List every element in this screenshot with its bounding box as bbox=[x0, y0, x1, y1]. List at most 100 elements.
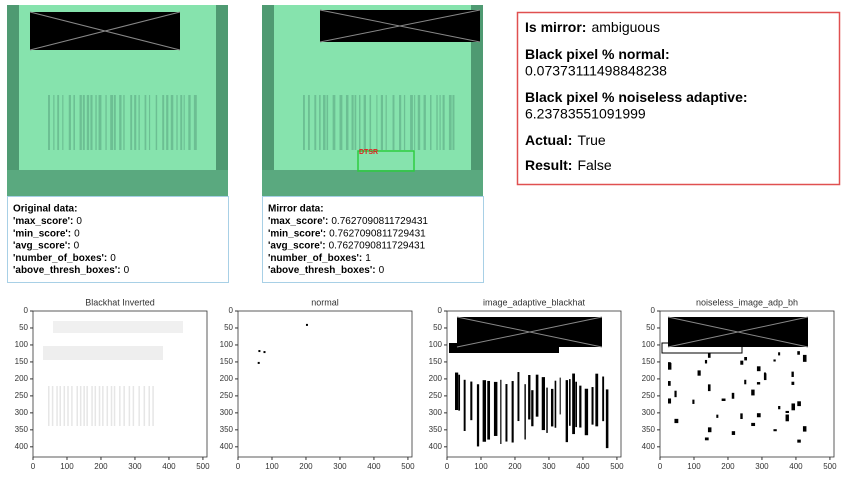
ink bbox=[550, 388, 554, 427]
plot-frame bbox=[237, 310, 413, 458]
x-tick-label: 500 bbox=[196, 462, 210, 471]
detection-box bbox=[357, 150, 415, 172]
ink bbox=[605, 389, 609, 449]
x-tick-label: 200 bbox=[299, 462, 313, 471]
image-edge bbox=[7, 5, 19, 196]
data-row: 'avg_score': 0 bbox=[13, 240, 80, 251]
panel-heading: Mirror data: bbox=[268, 204, 324, 215]
dot bbox=[257, 361, 260, 364]
faint-text bbox=[53, 321, 183, 333]
barcode-line bbox=[385, 95, 387, 150]
barcode-line bbox=[307, 95, 310, 150]
detection-label: DTSR bbox=[359, 149, 378, 156]
y-tick-label: 100 bbox=[429, 340, 443, 349]
plot-title: image_adaptive_blackhat bbox=[483, 297, 586, 307]
ink bbox=[802, 426, 807, 432]
summary-value: True bbox=[577, 132, 605, 148]
dot bbox=[258, 350, 261, 353]
ink bbox=[778, 352, 781, 356]
barcode-line bbox=[363, 95, 366, 150]
faint-bar bbox=[152, 386, 154, 426]
row-key: 'min_score': bbox=[268, 228, 326, 239]
barcode-line bbox=[68, 95, 71, 150]
faint-bar bbox=[123, 386, 125, 426]
x-tick-label: 0 bbox=[31, 462, 36, 471]
ink bbox=[528, 375, 531, 420]
row-key: 'number_of_boxes': bbox=[13, 253, 107, 264]
image-edge bbox=[471, 5, 483, 196]
plot-image bbox=[257, 323, 308, 364]
row-key: 'avg_score': bbox=[268, 240, 326, 251]
x-tick-label: 100 bbox=[265, 462, 279, 471]
y-tick-label: 350 bbox=[429, 425, 443, 434]
image-edge bbox=[7, 170, 228, 196]
ink bbox=[458, 374, 461, 411]
faint-bar bbox=[132, 386, 135, 426]
faint-text bbox=[43, 346, 163, 360]
ink bbox=[704, 359, 708, 364]
faint-bar bbox=[128, 386, 131, 426]
ink bbox=[575, 381, 577, 428]
summary-key: Black pixel % noiseless adaptive: bbox=[525, 89, 748, 105]
ink bbox=[463, 379, 466, 431]
ink bbox=[569, 379, 571, 426]
barcode-line bbox=[332, 95, 336, 150]
ink bbox=[802, 354, 807, 362]
barcode-line bbox=[123, 95, 125, 150]
y-tick-label: 0 bbox=[229, 306, 234, 315]
faint-bar bbox=[71, 386, 73, 426]
ink bbox=[505, 384, 508, 442]
data-row: 'min_score': 0.7627090811729431 bbox=[268, 228, 426, 239]
x-tick-label: 300 bbox=[755, 462, 769, 471]
ink bbox=[546, 387, 548, 433]
y-tick-label: 350 bbox=[220, 425, 234, 434]
faint-bar bbox=[56, 386, 58, 426]
ink bbox=[470, 381, 473, 421]
plot-frame bbox=[659, 310, 835, 458]
barcode-line bbox=[138, 95, 140, 150]
faint-bar bbox=[48, 386, 50, 426]
ink bbox=[668, 398, 672, 404]
ink bbox=[554, 380, 557, 428]
row-key: 'max_score': bbox=[268, 216, 328, 227]
ink bbox=[797, 351, 800, 355]
x-tick-label: 0 bbox=[236, 462, 241, 471]
ink bbox=[785, 410, 789, 413]
summary-row: Is mirror: ambiguous bbox=[525, 19, 660, 35]
ink bbox=[763, 373, 767, 381]
faint-bar bbox=[86, 386, 88, 426]
barcode-line bbox=[380, 95, 383, 150]
ink bbox=[791, 371, 794, 377]
x-tick-label: 400 bbox=[367, 462, 381, 471]
summary-value: ambiguous bbox=[591, 19, 660, 35]
barcode-line bbox=[410, 95, 413, 150]
barcode-line bbox=[417, 95, 421, 150]
y-tick-label: 400 bbox=[220, 442, 234, 451]
ink bbox=[668, 381, 671, 386]
y-tick-label: 50 bbox=[19, 323, 28, 332]
plot-title: noiseless_image_adp_bh bbox=[696, 297, 798, 307]
mirror-panel bbox=[262, 196, 484, 283]
redaction-x bbox=[456, 316, 603, 348]
plot-image bbox=[449, 316, 609, 449]
image-edge bbox=[216, 5, 228, 196]
faint-bar bbox=[59, 386, 61, 426]
row-value: 0 bbox=[74, 228, 80, 239]
ink bbox=[692, 399, 695, 404]
faint-bar bbox=[148, 386, 151, 426]
ink bbox=[541, 377, 545, 431]
barcode-line bbox=[414, 95, 416, 150]
barcode-line bbox=[113, 95, 116, 150]
summary-key: Result: bbox=[525, 157, 572, 173]
barcode-line bbox=[448, 95, 452, 150]
ink bbox=[707, 352, 711, 358]
barcode-line bbox=[148, 95, 151, 150]
plot-frame bbox=[32, 310, 208, 458]
y-tick-label: 300 bbox=[15, 408, 29, 417]
barcode-line bbox=[79, 95, 82, 150]
x-tick-label: 200 bbox=[721, 462, 735, 471]
barcode-line bbox=[314, 95, 317, 150]
x-tick-label: 100 bbox=[687, 462, 701, 471]
image-edge bbox=[262, 170, 483, 196]
